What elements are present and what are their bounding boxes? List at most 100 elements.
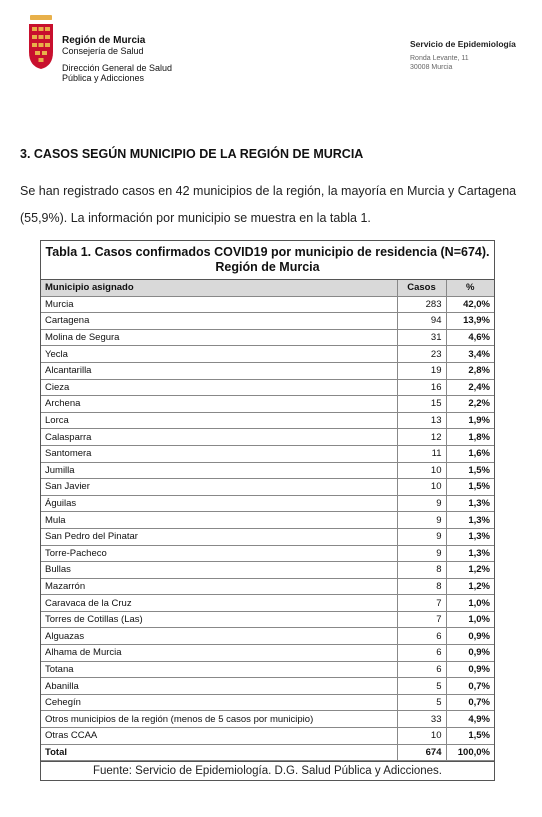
cell-cases: 5	[396, 693, 447, 712]
cell-cases: 7	[396, 610, 447, 629]
org-directorate-line1: Dirección General de Salud	[62, 63, 173, 73]
service-name: Servicio de Epidemiología	[410, 39, 516, 49]
cell-cases: 10	[396, 727, 447, 745]
region-coat-of-arms-icon	[26, 14, 56, 70]
cell-percent: 1,3%	[445, 494, 494, 513]
cell-percent: 1,2%	[445, 577, 494, 596]
cell-percent: 1,5%	[445, 478, 494, 496]
cell-cases: 8	[396, 577, 447, 596]
table-row: Totana 6 0,9%	[41, 660, 494, 679]
service-address-line2: 30008 Murcia	[410, 64, 453, 71]
table-body: Murcia 283 42,0% Cartagena 94 13,9% Molina de …	[41, 295, 494, 762]
cell-cases: 13	[396, 411, 447, 430]
cell-cases: 9	[396, 544, 447, 563]
section-paragraph: Se han registrado casos en 42 municipios…	[20, 184, 517, 225]
cell-municipality: Archena	[41, 395, 398, 413]
cell-municipality: Jumilla	[41, 461, 398, 480]
cell-cases: 16	[396, 378, 447, 397]
cell-municipality: Alguazas	[41, 627, 398, 646]
cell-municipality: Totana	[41, 660, 398, 679]
table-row: San Javier 10 1,5%	[41, 478, 494, 496]
cell-cases: 10	[396, 478, 447, 496]
cell-percent: 13,9%	[445, 312, 494, 330]
cell-percent: 42,0%	[445, 295, 494, 314]
cell-municipality: Mula	[41, 511, 398, 529]
table-row: Jumilla 10 1,5%	[41, 461, 494, 480]
cell-percent: 2,2%	[445, 395, 494, 413]
organization-block: Región de Murcia Consejería de Salud Dir…	[62, 35, 173, 84]
cell-percent: 1,9%	[445, 411, 494, 430]
cell-cases: 6	[396, 644, 447, 662]
table-row: Torre-Pacheco 9 1,3%	[41, 544, 494, 563]
cell-municipality: Alhama de Murcia	[41, 644, 398, 662]
service-block: Servicio de Epidemiología Ronda Levante,…	[410, 40, 516, 72]
cell-total-label: Total	[41, 743, 398, 762]
table-row: Molina de Segura 31 4,6%	[41, 328, 494, 347]
cell-cases: 94	[396, 312, 447, 330]
cell-municipality: Santomera	[41, 444, 398, 463]
cell-percent: 1,3%	[445, 544, 494, 563]
cell-percent: 4,9%	[445, 710, 494, 729]
cell-total-cases: 674	[396, 743, 447, 762]
table-row: Cieza 16 2,4%	[41, 378, 494, 397]
cases-table-container: Tabla 1. Casos confirmados COVID19 por m…	[40, 240, 495, 782]
table-row: Murcia 283 42,0%	[41, 295, 494, 314]
org-name: Región de Murcia	[62, 35, 146, 46]
table-row: Caravaca de la Cruz 7 1,0%	[41, 594, 494, 612]
table-row: San Pedro del Pinatar 9 1,3%	[41, 527, 494, 546]
section-title: 3. CASOS SEGÚN MUNICIPIO DE LA REGIÓN DE…	[20, 147, 364, 161]
table-row: Calasparra 12 1,8%	[41, 428, 494, 446]
cell-cases: 6	[396, 627, 447, 646]
cell-municipality: Cehegín	[41, 693, 398, 712]
cell-municipality: Calasparra	[41, 428, 398, 446]
org-department: Consejería de Salud	[62, 46, 144, 56]
cell-cases: 12	[396, 428, 447, 446]
cell-percent: 0,9%	[445, 627, 494, 646]
cell-cases: 11	[396, 444, 447, 463]
table-row: Mazarrón 8 1,2%	[41, 577, 494, 596]
cell-municipality: Torres de Cotillas (Las)	[41, 610, 398, 629]
cell-percent: 3,4%	[445, 345, 494, 363]
cell-cases: 19	[396, 361, 447, 380]
cell-total-percent: 100,0%	[445, 743, 494, 762]
table-row: Cehegín 5 0,7%	[41, 693, 494, 712]
column-header-cases: Casos	[396, 280, 447, 297]
cell-municipality: San Pedro del Pinatar	[41, 527, 398, 546]
service-address-line1: Ronda Levante, 11	[410, 55, 469, 62]
cell-municipality: Abanilla	[41, 677, 398, 695]
cell-cases: 23	[396, 345, 447, 363]
table-caption-line1: Tabla 1. Casos confirmados COVID19 por m…	[45, 245, 490, 259]
cases-by-municipality-table: Municipio asignado Casos % Murcia 283 42,0…	[41, 280, 494, 762]
cell-municipality: Águilas	[41, 494, 398, 513]
cell-percent: 2,4%	[445, 378, 494, 397]
table-caption-line2: Región de Murcia	[215, 260, 320, 274]
cell-percent: 1,2%	[445, 561, 494, 579]
cell-cases: 5	[396, 677, 447, 695]
table-row: Mula 9 1,3%	[41, 511, 494, 529]
column-header-percent: %	[445, 280, 494, 297]
cell-percent: 1,0%	[445, 610, 494, 629]
table-total-row: Total 674 100,0%	[41, 743, 494, 762]
table-caption: Tabla 1. Casos confirmados COVID19 por m…	[41, 241, 494, 280]
cell-municipality: Cieza	[41, 378, 398, 397]
cell-cases: 283	[396, 295, 447, 314]
cell-percent: 1,3%	[445, 527, 494, 546]
column-header-municipality: Municipio asignado	[41, 280, 398, 297]
cell-percent: 0,7%	[445, 677, 494, 695]
cell-municipality: Molina de Segura	[41, 328, 398, 347]
table-row: Otros municipios de la región (menos de …	[41, 710, 494, 729]
cell-municipality: Mazarrón	[41, 577, 398, 596]
cell-percent: 1,8%	[445, 428, 494, 446]
table-row: Abanilla 5 0,7%	[41, 677, 494, 695]
table-row: Alhama de Murcia 6 0,9%	[41, 644, 494, 662]
cell-percent: 4,6%	[445, 328, 494, 347]
table-row: Alcantarilla 19 2,8%	[41, 361, 494, 380]
cell-municipality: Cartagena	[41, 312, 398, 330]
cell-municipality: Bullas	[41, 561, 398, 579]
cell-percent: 1,3%	[445, 511, 494, 529]
table-row: Archena 15 2,2%	[41, 395, 494, 413]
cell-cases: 15	[396, 395, 447, 413]
cell-percent: 1,6%	[445, 444, 494, 463]
cell-percent: 0,7%	[445, 693, 494, 712]
cell-percent: 1,0%	[445, 594, 494, 612]
